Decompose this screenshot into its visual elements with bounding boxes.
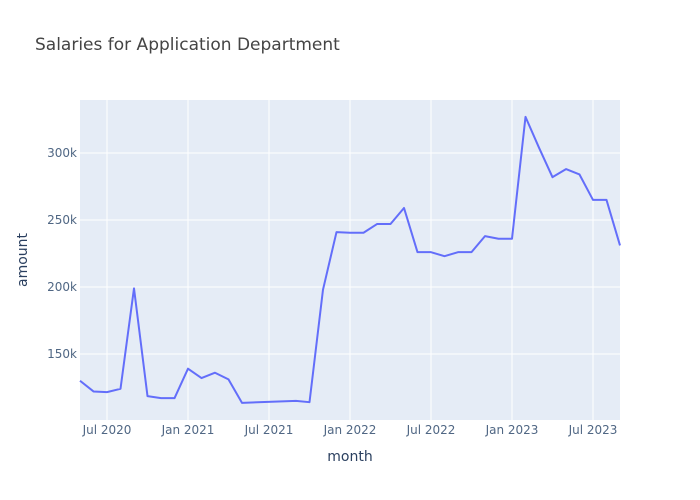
x-tick-label: Jan 2021 xyxy=(161,423,215,437)
y-tick-label: 200k xyxy=(47,280,77,294)
x-tick-label: Jan 2023 xyxy=(485,423,539,437)
x-tick-label: Jul 2021 xyxy=(244,423,294,437)
y-tick-label: 250k xyxy=(47,213,77,227)
y-axis-title: amount xyxy=(15,232,31,287)
x-tick-label: Jul 2020 xyxy=(82,423,132,437)
y-tick-label: 150k xyxy=(47,347,77,361)
x-tick-label: Jul 2022 xyxy=(406,423,456,437)
line-series xyxy=(79,115,621,404)
x-tick-label: Jul 2023 xyxy=(568,423,618,437)
chart-title: Salaries for Application Department xyxy=(35,35,340,55)
y-tick-label: 300k xyxy=(47,146,77,160)
x-axis-title: month xyxy=(327,449,372,465)
x-tick-label: Jan 2022 xyxy=(323,423,377,437)
